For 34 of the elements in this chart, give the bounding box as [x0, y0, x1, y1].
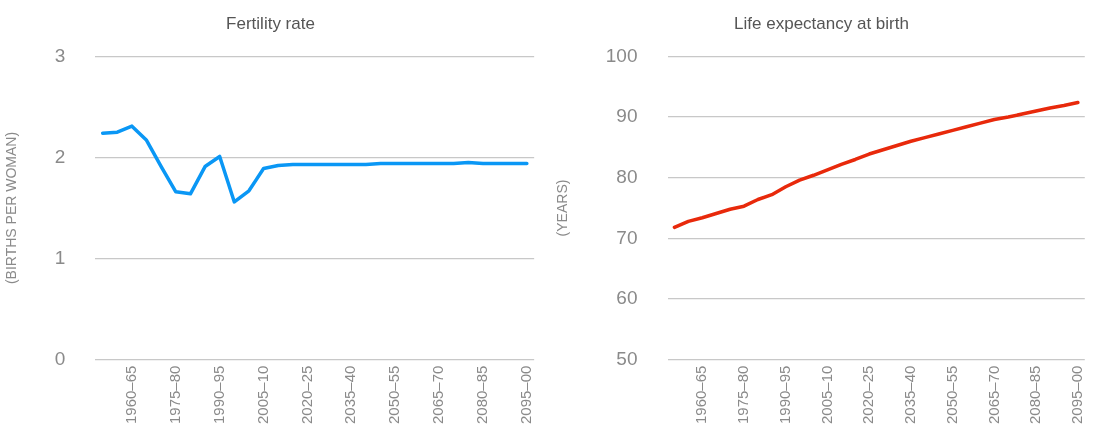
- x-tick-label: 2050–55: [942, 365, 960, 425]
- x-tick-label: 2020–25: [297, 365, 315, 425]
- y-axis-title: (YEARS): [554, 179, 571, 237]
- y-axis-title: (BIRTHS PER WOMAN): [3, 131, 20, 285]
- x-tick-label: 2080–85: [473, 365, 491, 425]
- chart-title: Fertility rate: [226, 13, 315, 33]
- x-tick-label: 2020–25: [859, 365, 877, 425]
- y-tick-label: 0: [54, 347, 66, 369]
- x-tick-label: 2095–00: [1067, 365, 1085, 425]
- y-tick-label: 70: [616, 226, 638, 248]
- y-tick-label: 1: [54, 246, 66, 268]
- x-tick-label: 2035–40: [341, 365, 359, 425]
- x-tick-label: 1960–65: [122, 365, 140, 425]
- x-tick-label: 2035–40: [901, 365, 919, 425]
- x-tick-label: 2065–70: [429, 365, 447, 425]
- x-tick-label: 2080–85: [1026, 365, 1044, 425]
- x-tick-label: 2065–70: [984, 365, 1002, 425]
- y-tick-label: 3: [54, 44, 66, 66]
- x-tick-label: 1990–95: [775, 365, 793, 425]
- y-tick-label: 50: [616, 347, 638, 369]
- y-tick-label: 90: [616, 105, 638, 127]
- chart-title: Life expectancy at birth: [734, 13, 909, 33]
- x-tick-label: 1960–65: [692, 365, 710, 425]
- x-tick-label: 1975–80: [734, 365, 752, 425]
- x-tick-label: 2095–00: [516, 365, 534, 425]
- y-tick-label: 80: [616, 165, 638, 187]
- x-tick-label: 1990–95: [209, 365, 227, 425]
- x-tick-label: 1975–80: [165, 365, 183, 425]
- y-tick-label: 2: [54, 145, 66, 167]
- x-tick-label: 2005–10: [253, 365, 271, 425]
- y-tick-label: 100: [605, 44, 638, 66]
- y-tick-label: 60: [616, 287, 638, 309]
- x-tick-label: 2005–10: [817, 365, 835, 425]
- x-tick-label: 2050–55: [385, 365, 403, 425]
